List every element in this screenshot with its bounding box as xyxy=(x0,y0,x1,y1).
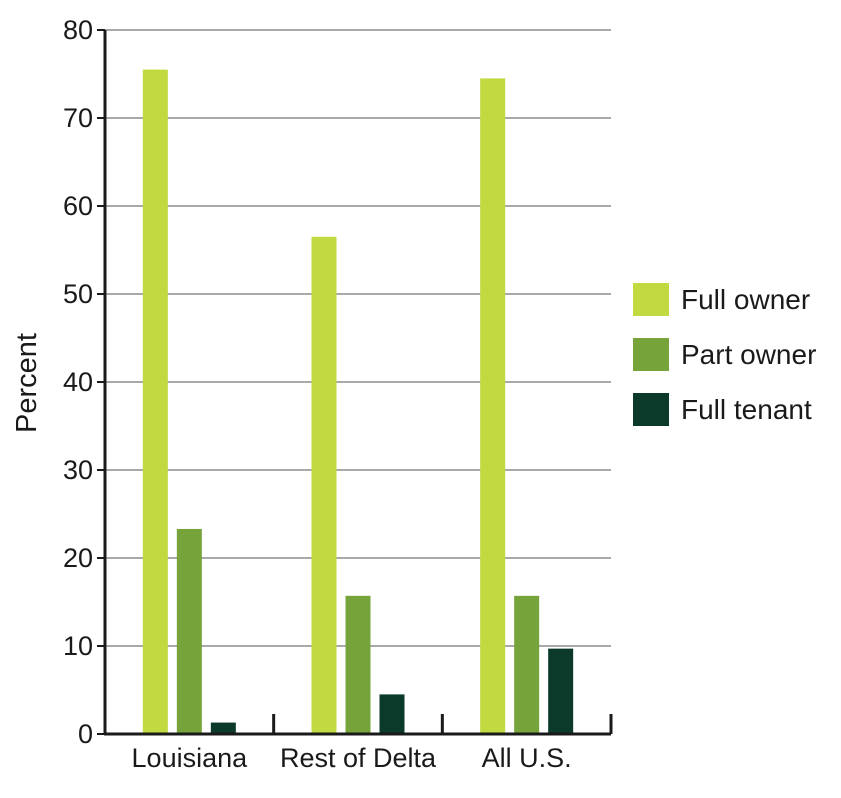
bars xyxy=(142,69,574,735)
y-axis-title: Percent xyxy=(11,333,43,433)
y-tick-label: 80 xyxy=(63,15,93,45)
bar-full-tenant-2 xyxy=(548,648,574,734)
y-tick-label: 20 xyxy=(63,543,93,573)
category-label: Rest of Delta xyxy=(280,743,437,773)
legend-label: Part owner xyxy=(681,339,816,370)
legend-label: Full tenant xyxy=(681,394,812,425)
y-tick-label: 0 xyxy=(78,719,93,749)
bar-full-tenant-0 xyxy=(210,722,236,734)
legend-swatch xyxy=(633,393,669,426)
y-tick-label: 70 xyxy=(63,103,93,133)
axes xyxy=(97,29,613,736)
bar-full-owner-0 xyxy=(142,69,168,735)
bar-full-owner-2 xyxy=(480,78,506,734)
y-tick-labels: 0 10 20 30 40 50 60 70 80 xyxy=(63,15,93,749)
bar-full-owner-1 xyxy=(311,236,337,735)
category-label: All U.S. xyxy=(482,743,572,773)
bar-part-owner-2 xyxy=(514,595,540,734)
bar-full-tenant-1 xyxy=(379,694,405,734)
category-label: Louisiana xyxy=(132,743,249,773)
legend: Full owner Part owner Full tenant xyxy=(633,283,816,426)
y-tick-label: 30 xyxy=(63,455,93,485)
legend-label: Full owner xyxy=(681,284,810,315)
y-tick-label: 10 xyxy=(63,631,93,661)
bar-part-owner-0 xyxy=(176,528,202,734)
y-tick-label: 60 xyxy=(63,191,93,221)
legend-swatch xyxy=(633,283,669,316)
category-labels: Louisiana Rest of Delta All U.S. xyxy=(132,743,572,773)
y-tick-label: 50 xyxy=(63,279,93,309)
y-tick-label: 40 xyxy=(63,367,93,397)
legend-swatch xyxy=(633,338,669,371)
bar-part-owner-1 xyxy=(345,595,371,734)
